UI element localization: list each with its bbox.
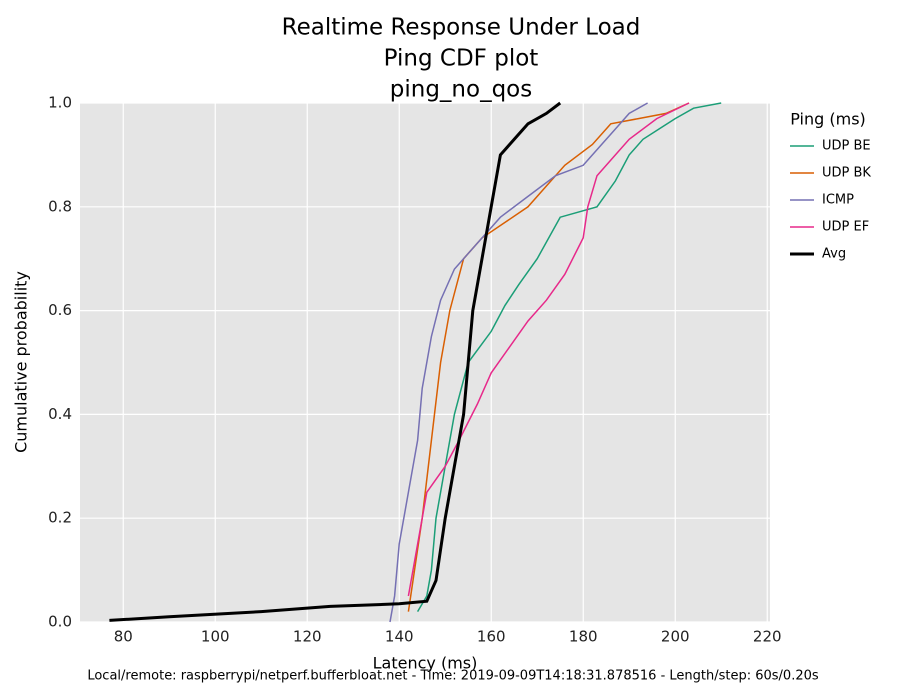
line <box>407 102 690 612</box>
x-tick-label: 140 <box>385 628 414 646</box>
y-tick-label: 0.2 <box>48 509 72 527</box>
line <box>109 101 562 622</box>
legend-label: UDP BK <box>822 166 871 181</box>
legend-label: ICMP <box>822 193 854 208</box>
chart-title: ping_no_qos <box>390 77 532 103</box>
plot-area <box>80 103 770 622</box>
x-axis-label: Latency (ms) <box>373 654 478 673</box>
x-tick-label: 80 <box>114 628 133 646</box>
x-tick-label: 160 <box>477 628 506 646</box>
chart-title: Ping CDF plot <box>384 46 539 72</box>
x-tick-label: 120 <box>293 628 322 646</box>
y-tick-label: 0.6 <box>48 301 72 319</box>
y-tick-label: 1.0 <box>48 94 72 112</box>
x-tick-label: 100 <box>201 628 230 646</box>
footer: Local/remote: raspberrypi/netperf.buffer… <box>87 669 819 684</box>
legend-label: UDP EF <box>822 220 869 235</box>
y-tick-label: 0.8 <box>48 197 72 215</box>
line <box>416 102 722 612</box>
legend-title: Ping (ms) <box>790 110 866 129</box>
y-tick-label: 0.0 <box>48 613 72 631</box>
legend-label: Avg <box>822 247 846 262</box>
line <box>407 102 690 597</box>
chart-title: Realtime Response Under Load <box>282 15 641 41</box>
line <box>389 102 648 623</box>
legend-label: UDP BE <box>822 139 871 154</box>
y-axis-label: Cumulative probability <box>12 271 31 453</box>
x-tick-label: 220 <box>753 628 782 646</box>
y-tick-label: 0.4 <box>48 405 72 423</box>
x-tick-label: 200 <box>661 628 690 646</box>
x-tick-label: 180 <box>569 628 598 646</box>
